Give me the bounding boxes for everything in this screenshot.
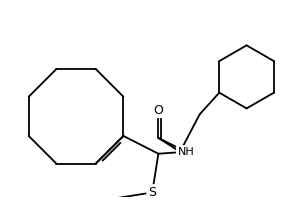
Text: S: S (148, 186, 156, 199)
Text: NH: NH (178, 147, 194, 157)
Text: O: O (153, 104, 163, 117)
